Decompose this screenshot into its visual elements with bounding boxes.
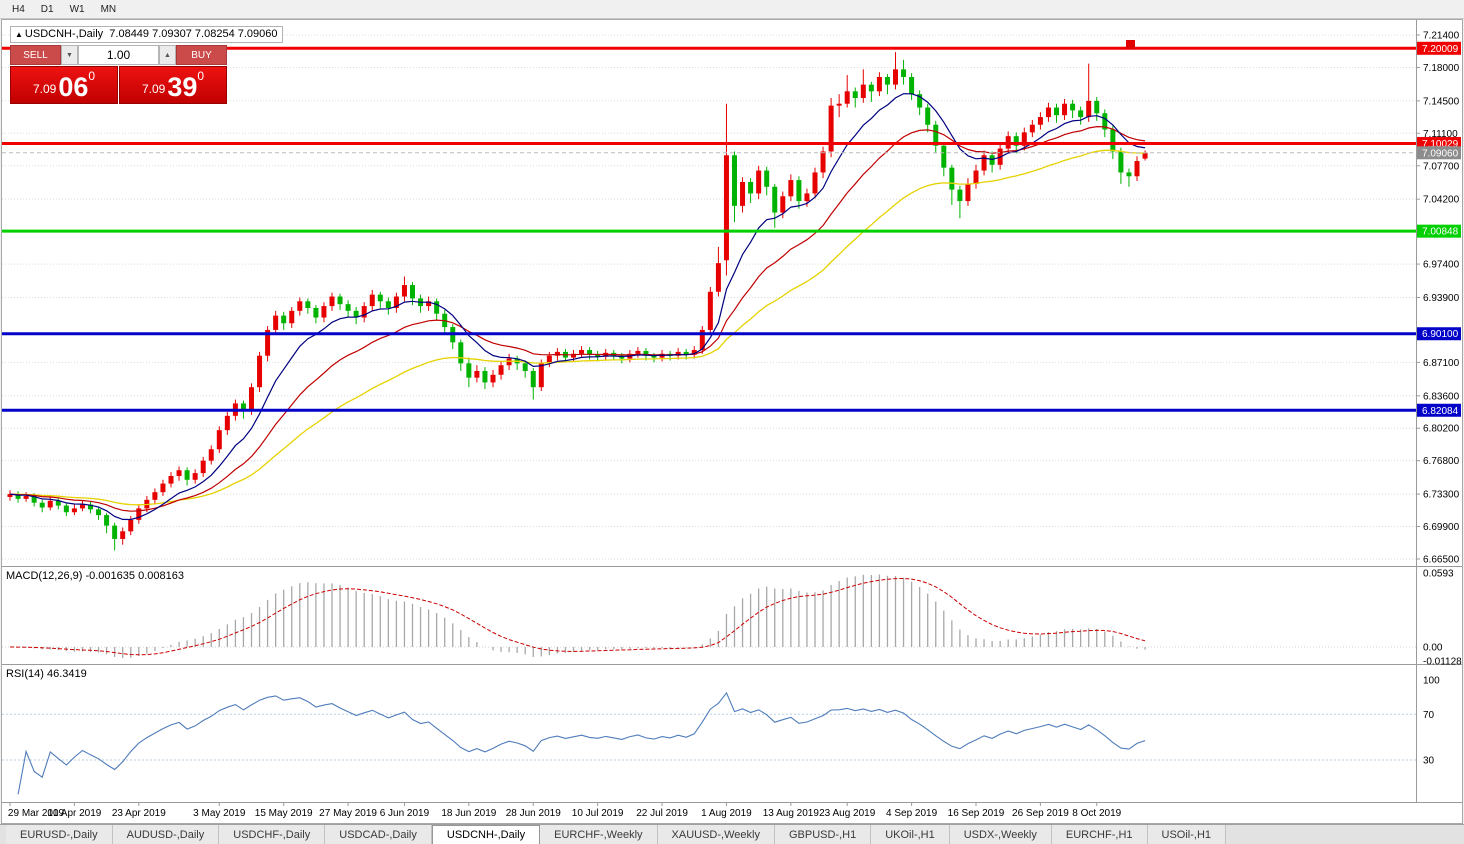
caption-arrow-icon: ▲: [15, 30, 23, 39]
svg-text:29 Mar 2019: 29 Mar 2019: [8, 808, 65, 819]
svg-text:6.82084: 6.82084: [1422, 406, 1459, 417]
buy-price-button[interactable]: 7.09 39 0: [119, 66, 227, 104]
chart-tab[interactable]: EURUSD-,Daily: [6, 825, 113, 844]
timeframe-d1-button[interactable]: D1: [34, 2, 61, 17]
chart-tab[interactable]: USDCAD-,Daily: [325, 825, 432, 844]
caption-ohlc: 7.08449 7.09307 7.08254 7.09060: [109, 28, 278, 40]
svg-text:-0.011289: -0.011289: [1423, 657, 1462, 668]
chart-canvas[interactable]: 7.21400 7.18000 7.14500 7.11100 7.07700 7.042…: [2, 20, 1462, 823]
buy-price-prefix: 7.09: [141, 82, 166, 96]
svg-text:0.0593: 0.0593: [1423, 568, 1454, 579]
timeframe-mn-button[interactable]: MN: [94, 2, 124, 17]
chart-tab[interactable]: USOil-,H1: [1147, 825, 1227, 844]
chart-tab[interactable]: USDCNH-,Daily: [431, 825, 541, 844]
svg-text:1 Aug 2019: 1 Aug 2019: [701, 808, 752, 819]
svg-text:10 Apr 2019: 10 Apr 2019: [47, 808, 101, 819]
svg-text:7.10029: 7.10029: [1422, 139, 1459, 150]
rsi-indicator-label: RSI(14) 46.3419: [6, 668, 87, 680]
svg-text:70: 70: [1423, 710, 1435, 721]
chart-window: 7.21400 7.18000 7.14500 7.11100 7.07700 7.042…: [1, 19, 1463, 824]
svg-text:7.09060: 7.09060: [1422, 148, 1459, 159]
volume-input[interactable]: [78, 45, 159, 65]
svg-text:6.69900: 6.69900: [1423, 522, 1460, 533]
svg-text:7.04200: 7.04200: [1423, 195, 1460, 206]
volume-dropdown-button[interactable]: ▼: [61, 45, 78, 65]
chart-tab[interactable]: USDX-,Weekly: [949, 825, 1052, 844]
svg-text:7.11100: 7.11100: [1423, 129, 1458, 140]
svg-text:26 Sep 2019: 26 Sep 2019: [1012, 808, 1069, 819]
sell-price-button[interactable]: 7.09 06 0: [10, 66, 118, 104]
svg-text:3 May 2019: 3 May 2019: [193, 808, 246, 819]
sell-price-big: 06: [58, 72, 89, 102]
volume-step-up-button[interactable]: ▲: [159, 45, 176, 65]
svg-text:23 Apr 2019: 23 Apr 2019: [112, 808, 166, 819]
svg-text:13 Aug 2019: 13 Aug 2019: [763, 808, 820, 819]
timeframe-h4-button[interactable]: H4: [5, 2, 32, 17]
chart-tab[interactable]: USDCHF-,Daily: [219, 825, 326, 844]
svg-text:18 Jun 2019: 18 Jun 2019: [441, 808, 496, 819]
svg-text:22 Jul 2019: 22 Jul 2019: [636, 808, 688, 819]
macd-indicator-label: MACD(12,26,9) -0.001635 0.008163: [6, 570, 184, 582]
svg-text:6.80200: 6.80200: [1423, 424, 1460, 435]
svg-text:8 Oct 2019: 8 Oct 2019: [1072, 808, 1121, 819]
chart-caption: ▲ USDCNH-,Daily 7.08449 7.09307 7.08254 7…: [10, 26, 283, 43]
sell-button[interactable]: SELL: [10, 45, 61, 65]
chevron-up-icon: ▲: [164, 51, 171, 59]
chevron-down-icon: ▼: [66, 51, 73, 59]
svg-text:4 Sep 2019: 4 Sep 2019: [886, 808, 938, 819]
svg-text:100: 100: [1423, 676, 1440, 687]
svg-text:7.21400: 7.21400: [1423, 31, 1460, 42]
svg-text:23 Aug 2019: 23 Aug 2019: [819, 808, 876, 819]
sell-price-prefix: 7.09: [32, 82, 57, 96]
svg-text:30: 30: [1423, 756, 1435, 767]
buy-button[interactable]: BUY: [176, 45, 227, 65]
svg-text:7.14500: 7.14500: [1423, 96, 1460, 107]
svg-text:6.83600: 6.83600: [1423, 391, 1460, 402]
svg-text:7.18000: 7.18000: [1423, 63, 1460, 74]
svg-text:6.90100: 6.90100: [1422, 329, 1459, 340]
timeframe-w1-button[interactable]: W1: [63, 2, 92, 17]
svg-text:6.93900: 6.93900: [1423, 293, 1460, 304]
svg-text:7.07700: 7.07700: [1423, 161, 1460, 172]
chart-tab[interactable]: EURCHF-,H1: [1051, 825, 1148, 844]
svg-text:7.20009: 7.20009: [1422, 44, 1459, 55]
svg-text:28 Jun 2019: 28 Jun 2019: [506, 808, 561, 819]
svg-text:6.73300: 6.73300: [1423, 490, 1460, 501]
chart-tab[interactable]: GBPUSD-,H1: [774, 825, 872, 844]
buy-price-sup: 0: [197, 69, 205, 83]
svg-text:27 May 2019: 27 May 2019: [319, 808, 377, 819]
chart-tab[interactable]: AUDUSD-,Daily: [112, 825, 220, 844]
svg-text:6.87100: 6.87100: [1423, 358, 1460, 369]
svg-text:6.66500: 6.66500: [1423, 555, 1460, 566]
svg-text:10 Jul 2019: 10 Jul 2019: [572, 808, 624, 819]
chart-tab[interactable]: XAUUSD-,Weekly: [657, 825, 775, 844]
svg-text:6.76800: 6.76800: [1423, 456, 1460, 467]
chart-tab[interactable]: EURCHF-,Weekly: [540, 825, 658, 844]
buy-price-big: 39: [167, 72, 198, 102]
svg-text:15 May 2019: 15 May 2019: [255, 808, 313, 819]
svg-text:6.97400: 6.97400: [1423, 260, 1460, 271]
svg-text:7.00848: 7.00848: [1422, 227, 1459, 238]
timeframe-toolbar: H4 D1 W1 MN: [0, 0, 1464, 19]
svg-text:0.00: 0.00: [1423, 643, 1443, 654]
svg-text:16 Sep 2019: 16 Sep 2019: [948, 808, 1005, 819]
svg-text:6 Jun 2019: 6 Jun 2019: [380, 808, 430, 819]
chart-tab[interactable]: UKOil-,H1: [871, 825, 950, 844]
caption-symbol: USDCNH-,Daily: [24, 28, 104, 40]
chart-tabbar: EURUSD-,Daily AUDUSD-,Daily USDCHF-,Dail…: [0, 824, 1464, 844]
sell-price-sup: 0: [88, 69, 96, 83]
